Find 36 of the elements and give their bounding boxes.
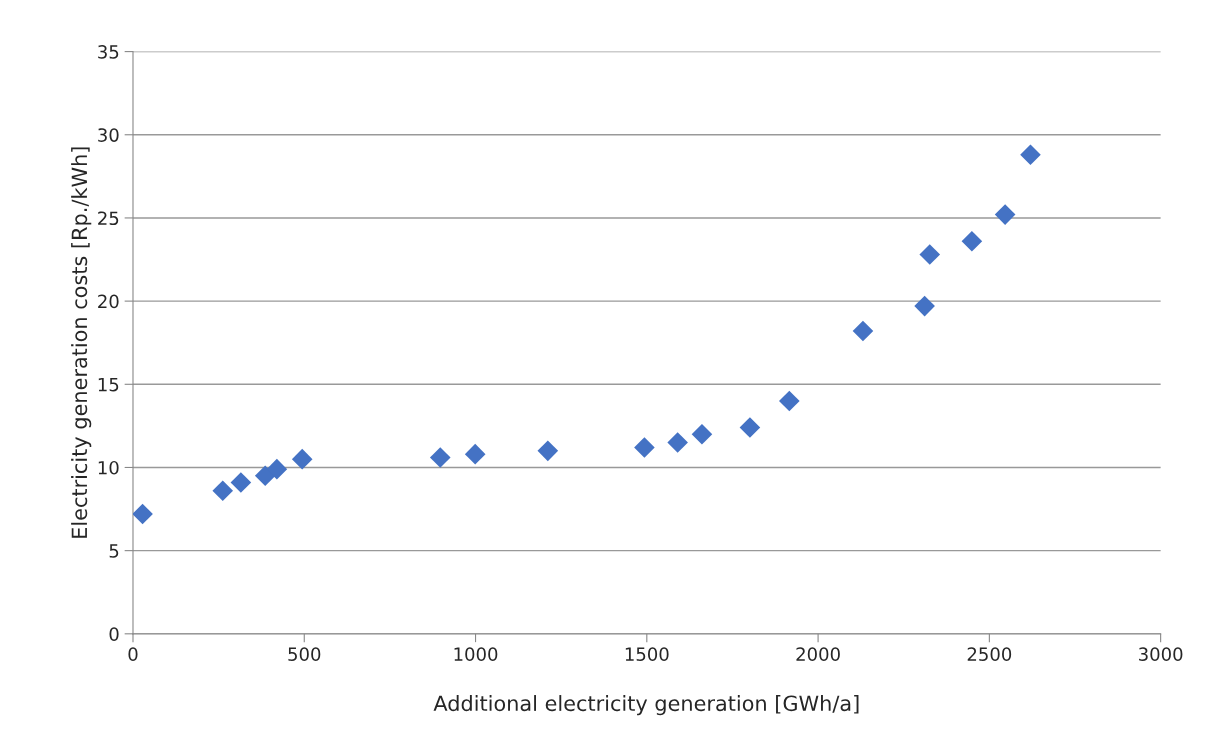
point (634, 437, 655, 458)
y-tick-label: 15 (98, 377, 119, 392)
point (464, 443, 486, 465)
point (914, 295, 935, 317)
x-tick-label: 1500 (625, 647, 669, 661)
point (779, 390, 800, 412)
point (291, 448, 313, 470)
point (919, 244, 941, 265)
point (132, 503, 153, 525)
x-axis-title: Additional electricity generation [GWh/a] (433, 695, 859, 716)
y-tick-label: 30 (98, 128, 119, 142)
point (1020, 144, 1041, 166)
point (739, 417, 761, 438)
x-tick-label: 3000 (1139, 647, 1183, 661)
x-tick-label: 2000 (796, 647, 840, 661)
point (230, 472, 252, 493)
y-tick-label: 5 (109, 544, 119, 558)
y-tick-label: 25 (98, 211, 119, 226)
x-tick-label: 500 (288, 647, 321, 661)
y-axis-title: Electricity generation costs [Rp./kWh] (71, 147, 92, 538)
point (852, 320, 874, 342)
point (961, 230, 983, 252)
x-tick-label: 2500 (967, 647, 1012, 661)
y-tick-label: 0 (109, 627, 119, 641)
y-tick-label: 20 (98, 294, 119, 309)
x-tick-label: 1000 (454, 647, 498, 661)
point (667, 432, 688, 453)
point (994, 204, 1016, 225)
x-tick-label: 0 (128, 647, 138, 661)
point (691, 423, 713, 445)
point (537, 440, 559, 462)
y-tick-label: 35 (98, 45, 119, 59)
point (266, 458, 288, 480)
y-tick-label: 10 (98, 460, 119, 475)
point (212, 480, 234, 502)
point (429, 447, 451, 468)
